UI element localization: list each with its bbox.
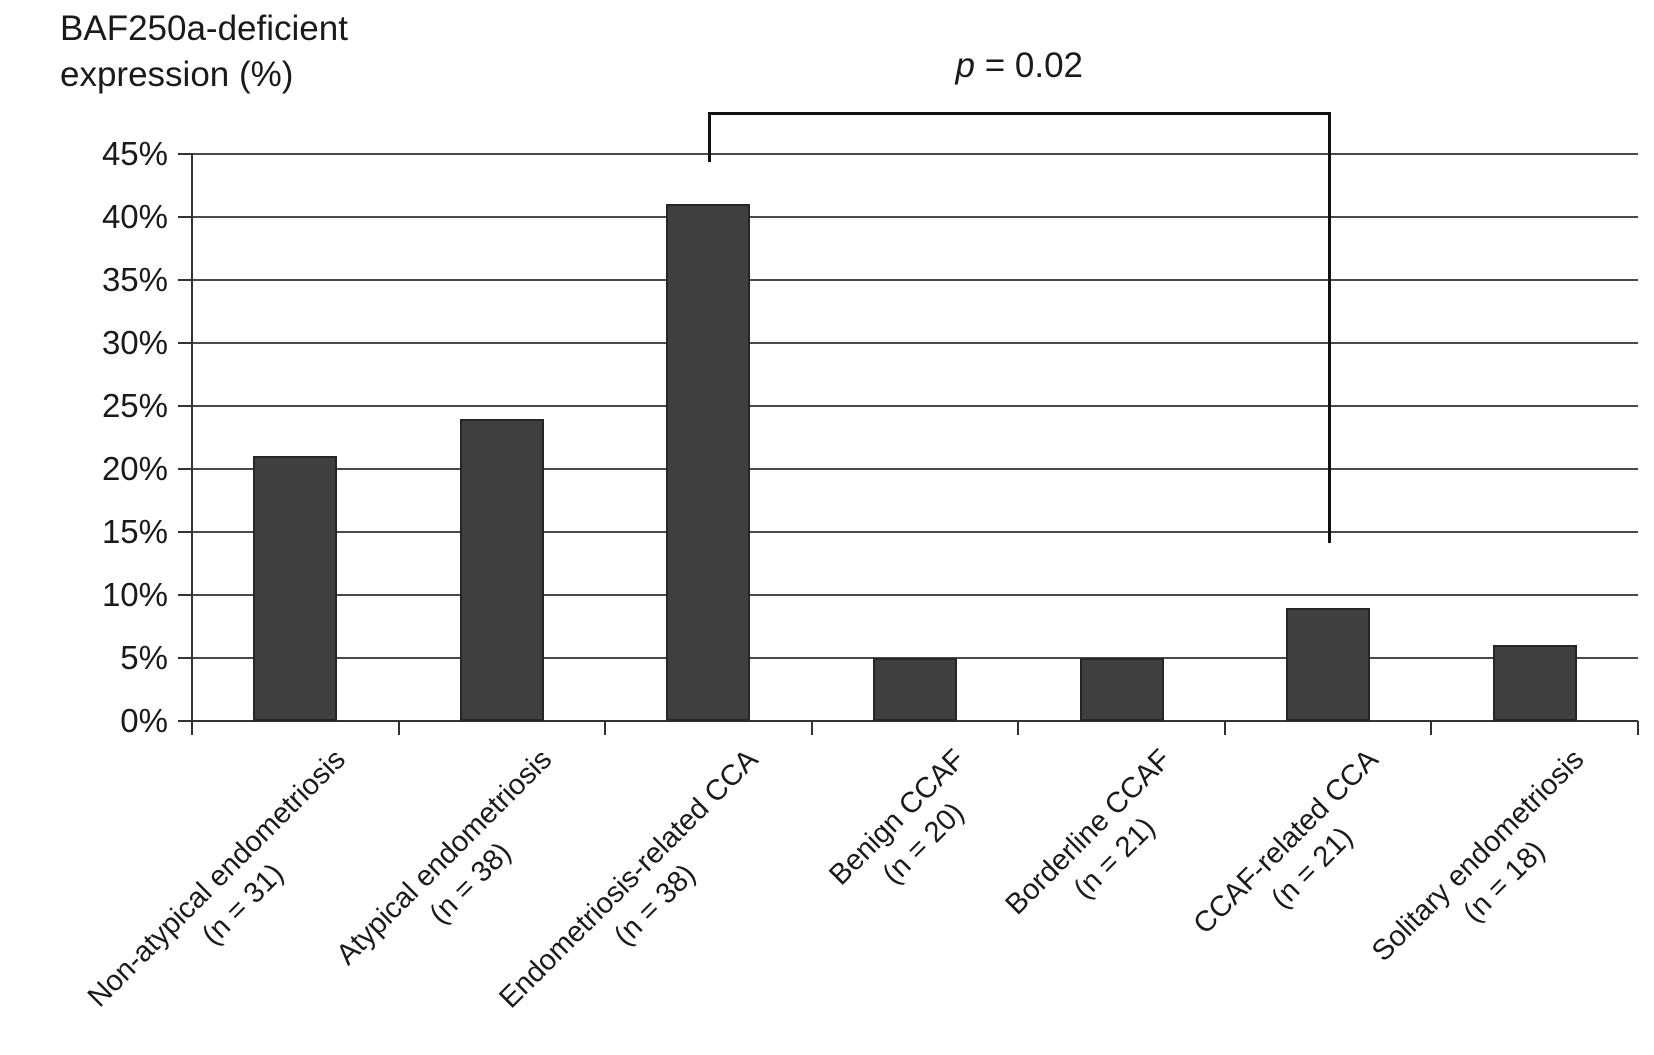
y-axis-label: 30% (101, 324, 168, 361)
y-axis-tick (178, 468, 192, 470)
p-value-annotation: p = 0.02 (956, 46, 1083, 86)
y-axis-tick (178, 153, 192, 155)
bar (666, 204, 751, 721)
y-axis-tick (178, 216, 192, 218)
x-axis-label-text: Solitary endometriosis (n = 18) (1365, 742, 1619, 996)
x-axis-tick (1017, 721, 1020, 735)
gridline (192, 468, 1638, 470)
x-axis-label-text: Non-atypical endometriosis (n = 31) (80, 742, 380, 1042)
bar (459, 418, 544, 721)
x-axis-label-text: Borderline CCAF (n = 21) (999, 742, 1206, 949)
chart-title: BAF250a-deficient expression (%) (60, 6, 348, 98)
significance-bracket-right-stub (1328, 112, 1332, 543)
y-axis-label: 10% (101, 576, 168, 613)
gridline (192, 342, 1638, 344)
bar (1079, 658, 1164, 721)
gridline (192, 720, 1638, 722)
p-symbol: p (955, 46, 976, 85)
y-axis-tick (178, 342, 192, 344)
y-axis-tick (178, 594, 192, 596)
x-axis-tick (604, 721, 607, 735)
bar (1492, 645, 1577, 721)
y-axis-label: 20% (101, 450, 168, 487)
y-axis-label: 5% (120, 639, 168, 676)
y-axis-tick (178, 405, 192, 407)
y-axis-tick (178, 657, 192, 659)
y-axis-tick (178, 279, 192, 281)
chart-title-line1: BAF250a-deficient (60, 9, 348, 48)
x-axis-label-text: Benign CCAF (n = 20) (822, 742, 1000, 920)
category-name: Solitary endometriosis (1366, 743, 1591, 968)
x-axis-tick (810, 721, 813, 735)
bar (873, 658, 957, 721)
y-axis-label: 40% (101, 198, 168, 235)
y-axis-tick (178, 531, 192, 533)
category-name: Non-atypical endometriosis (81, 743, 352, 1014)
gridline (192, 153, 1638, 155)
x-axis-tick (1430, 721, 1433, 735)
y-axis-tick (178, 720, 192, 722)
chart-title-line2: expression (%) (60, 55, 294, 94)
p-value-text: = 0.02 (975, 46, 1084, 85)
significance-bracket-left-stub (708, 112, 712, 162)
gridline (192, 594, 1638, 596)
x-axis-tick (1637, 721, 1639, 735)
x-axis-tick (1223, 721, 1226, 735)
bar (1286, 607, 1371, 721)
y-axis-label: 35% (101, 261, 168, 298)
y-axis-label: 25% (101, 387, 168, 424)
gridline (192, 216, 1638, 218)
x-axis-tick (397, 721, 400, 735)
category-n-count: (n = 31) (195, 857, 290, 952)
gridline (192, 279, 1638, 281)
significance-bracket-top (708, 112, 1332, 115)
y-axis-label: 0% (120, 702, 168, 739)
x-axis-tick (191, 721, 193, 735)
bar (253, 456, 338, 721)
y-axis-label: 15% (101, 513, 168, 550)
y-axis-line (191, 153, 193, 734)
y-axis-label: 45% (101, 135, 168, 172)
gridline (192, 531, 1638, 533)
gridline (192, 405, 1638, 407)
